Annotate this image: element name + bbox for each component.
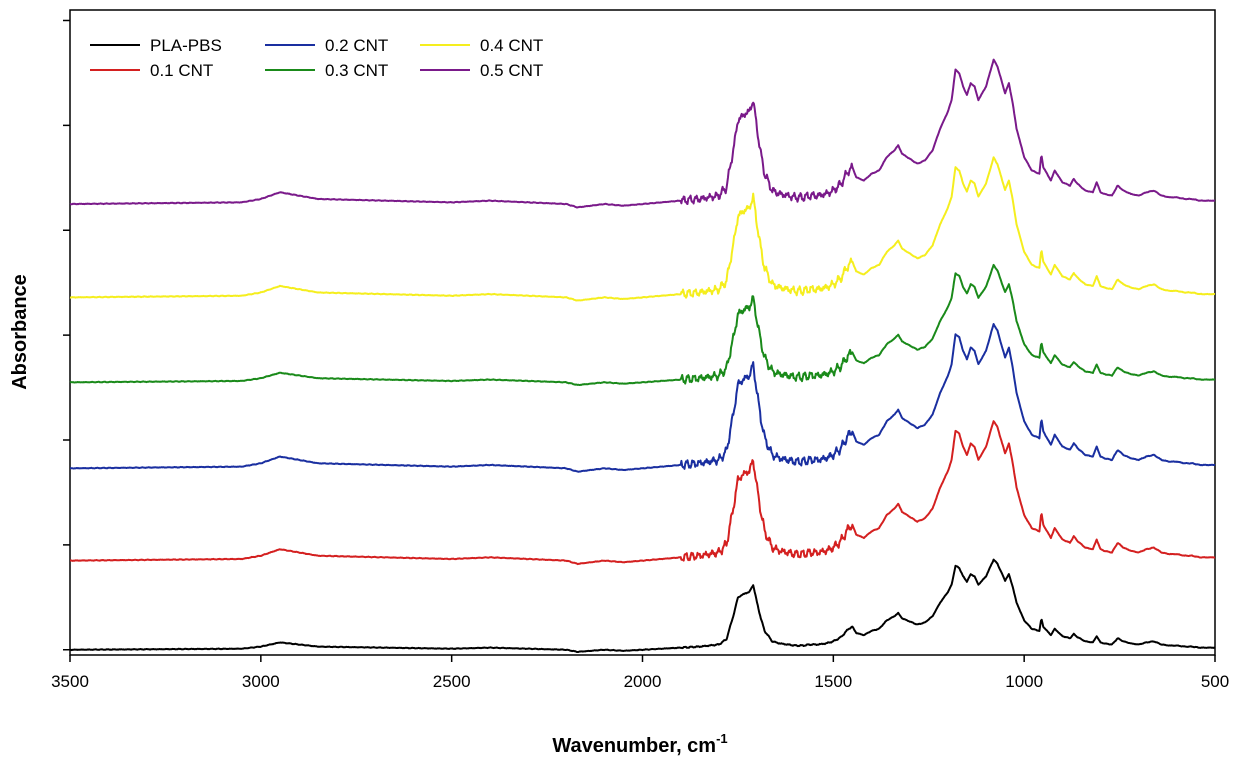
series-line-0-4-cnt [69, 156, 1216, 302]
x-tick-label: 2500 [433, 672, 471, 691]
series-line-pla-pbs [69, 558, 1216, 653]
x-tick-label: 1000 [1005, 672, 1043, 691]
series-line-0-5-cnt [69, 58, 1216, 209]
x-axis-title: Wavenumber, cm-1 [552, 731, 727, 757]
x-tick-label: 3000 [242, 672, 280, 691]
legend-label-0-4-cnt: 0.4 CNT [480, 36, 543, 55]
series-line-0-3-cnt [69, 263, 1216, 386]
x-tick-label: 1500 [814, 672, 852, 691]
series-line-0-2-cnt [69, 323, 1216, 473]
legend-label-0-1-cnt: 0.1 CNT [150, 61, 213, 80]
x-axis-title-superscript: -1 [716, 731, 728, 746]
legend-label-0-3-cnt: 0.3 CNT [325, 61, 388, 80]
spectra-series [69, 58, 1216, 653]
series-line-0-1-cnt [69, 420, 1216, 566]
x-tick-label: 2000 [624, 672, 662, 691]
legend: PLA-PBS 0.2 CNT 0.4 CNT 0.1 CNT 0.3 CNT … [90, 36, 543, 80]
y-axis-title: Absorbance [9, 274, 31, 390]
y-axis-ticks [63, 19, 70, 651]
legend-label-0-2-cnt: 0.2 CNT [325, 36, 388, 55]
x-axis-ticks: 3500 3000 2500 2000 1500 1000 500 [51, 655, 1229, 691]
x-tick-label: 3500 [51, 672, 89, 691]
legend-label-pla-pbs: PLA-PBS [150, 36, 222, 55]
x-tick-label: 500 [1201, 672, 1229, 691]
legend-label-0-5-cnt: 0.5 CNT [480, 61, 543, 80]
